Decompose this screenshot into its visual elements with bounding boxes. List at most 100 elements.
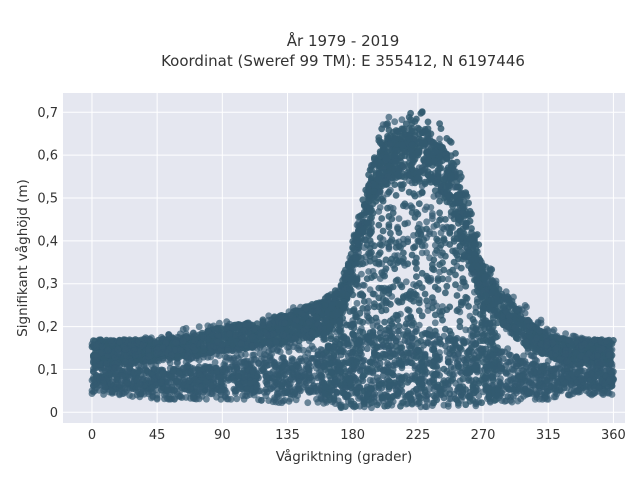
data-point [570, 363, 578, 371]
data-point [607, 367, 614, 375]
data-point [537, 340, 545, 348]
data-point [292, 396, 300, 404]
data-point [497, 364, 504, 371]
chart-title: År 1979 - 2019 [287, 31, 400, 50]
data-point [385, 145, 393, 153]
data-point [295, 364, 303, 371]
data-point [203, 395, 210, 403]
data-point [174, 378, 181, 386]
data-point [204, 322, 212, 330]
data-point [224, 347, 232, 355]
data-point [379, 366, 387, 374]
data-point [363, 345, 371, 353]
data-point [250, 391, 258, 399]
data-point [240, 373, 248, 381]
data-point [287, 311, 294, 319]
data-point [418, 249, 426, 257]
data-point [521, 302, 529, 309]
data-point [291, 327, 299, 334]
data-point [527, 333, 535, 340]
data-point [585, 350, 593, 358]
data-point [502, 288, 510, 295]
data-point [608, 360, 616, 368]
data-point [397, 133, 404, 140]
data-point [227, 395, 235, 403]
chart-subtitle: Koordinat (Sweref 99 TM): E 355412, N 61… [161, 52, 525, 70]
data-point [320, 400, 328, 407]
data-point [195, 323, 203, 331]
data-point [423, 148, 430, 156]
data-point [114, 346, 122, 353]
data-point [262, 372, 270, 380]
data-point [501, 294, 509, 302]
data-point [139, 341, 147, 349]
data-point [301, 378, 309, 385]
data-point [431, 319, 439, 327]
data-point [556, 334, 564, 342]
data-point [208, 382, 216, 389]
data-point [226, 330, 234, 338]
data-point [200, 334, 207, 342]
data-point [408, 124, 416, 132]
data-point [168, 373, 176, 381]
data-point [514, 397, 522, 405]
data-point [104, 346, 112, 354]
data-point [200, 346, 207, 354]
data-point [423, 403, 430, 411]
data-point [134, 366, 142, 374]
data-point [507, 300, 514, 307]
data-point [227, 339, 235, 347]
data-point [526, 327, 533, 335]
data-point [597, 337, 604, 345]
data-point [376, 189, 384, 196]
data-point [602, 337, 610, 345]
data-point [234, 329, 242, 337]
data-point [418, 182, 426, 190]
data-point [524, 373, 532, 380]
data-point [176, 387, 184, 394]
data-point [107, 380, 115, 388]
data-point [285, 343, 293, 351]
data-points [88, 108, 617, 412]
data-point [113, 374, 120, 381]
data-point [292, 317, 300, 324]
data-point [310, 382, 317, 389]
data-point [514, 335, 522, 343]
data-point [266, 385, 274, 393]
data-point [414, 124, 422, 132]
data-point [305, 318, 313, 326]
data-point [446, 358, 454, 366]
data-point [501, 397, 509, 405]
data-point [423, 397, 430, 405]
data-point [295, 358, 303, 365]
data-point [505, 358, 513, 366]
data-point [236, 321, 244, 329]
data-point [436, 152, 443, 160]
data-point [446, 199, 454, 206]
data-point [385, 113, 393, 121]
data-point [552, 345, 559, 353]
data-point [214, 338, 222, 346]
data-point [269, 398, 277, 406]
data-point [507, 397, 514, 404]
data-point [395, 215, 403, 223]
data-point [391, 118, 399, 126]
data-point [468, 225, 475, 232]
data-point [305, 337, 313, 345]
data-point [145, 353, 152, 360]
data-point [297, 303, 304, 311]
data-point [420, 166, 428, 174]
data-point [233, 395, 241, 403]
data-point [288, 355, 296, 362]
data-point [208, 331, 216, 339]
data-point [269, 375, 277, 382]
data-point [207, 353, 215, 361]
data-point [158, 333, 165, 341]
data-point [236, 383, 244, 391]
data-point [591, 336, 598, 344]
data-point [243, 385, 251, 392]
data-point [216, 319, 223, 327]
data-point [191, 337, 199, 345]
data-point [462, 326, 470, 334]
